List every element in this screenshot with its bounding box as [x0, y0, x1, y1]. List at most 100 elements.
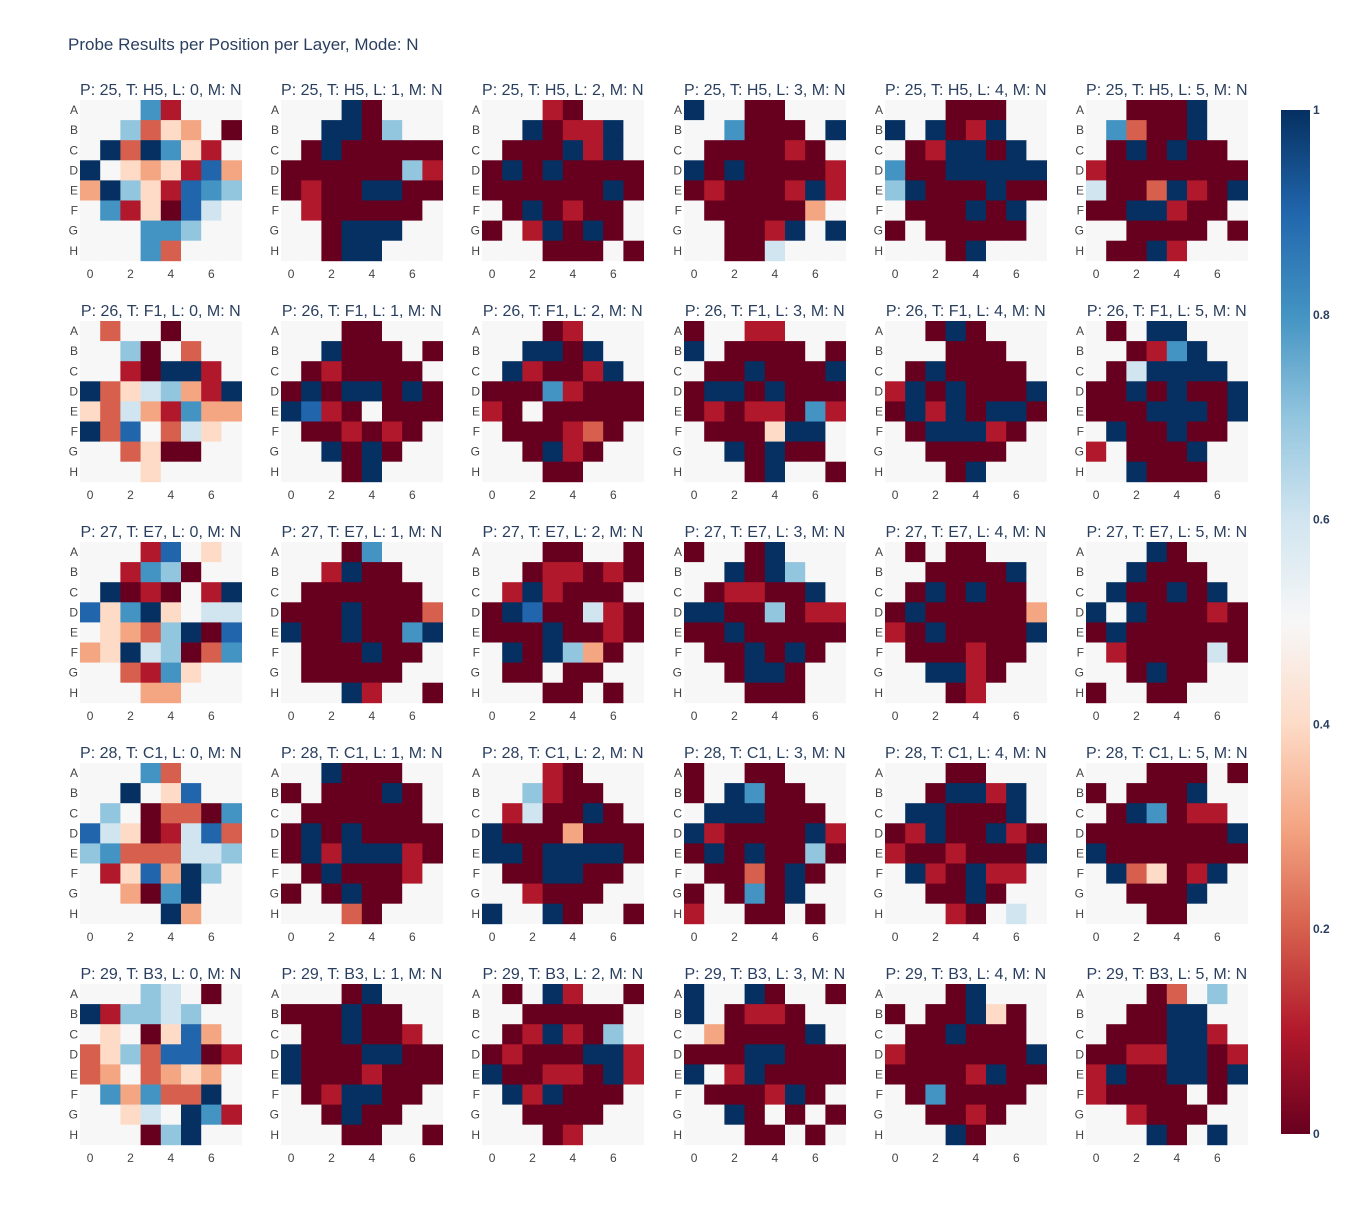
- heatmap-cell: [321, 1064, 342, 1085]
- heatmap-cell: [945, 984, 967, 1005]
- heatmap-cell: [160, 642, 182, 663]
- heatmap-cell: [542, 321, 564, 342]
- heatmap-cell: [1207, 1104, 1228, 1126]
- heatmap-cell: [321, 401, 342, 422]
- heatmap-cell: [1026, 1024, 1047, 1045]
- heatmap-cell: [905, 642, 926, 663]
- heatmap-cell: [422, 602, 443, 623]
- heatmap-cell: [965, 542, 987, 563]
- heatmap-cell: [986, 682, 1007, 704]
- heatmap-cell: [80, 682, 101, 704]
- heatmap-cell: [1106, 883, 1127, 905]
- heatmap-cell: [502, 140, 523, 161]
- heatmap-cell: [825, 341, 846, 362]
- heatmap-cell: [623, 1004, 644, 1025]
- y-tick-label: G: [874, 666, 883, 680]
- heatmap-cell: [301, 220, 322, 242]
- y-tick-label: F: [675, 646, 682, 660]
- x-tick-label: 0: [87, 267, 94, 281]
- heatmap-cell: [583, 441, 604, 463]
- y-tick-label: D: [69, 384, 78, 398]
- heatmap-cell: [482, 803, 503, 824]
- heatmap-cell: [341, 582, 363, 603]
- heatmap-cell: [724, 381, 745, 402]
- heatmap-cell: [160, 883, 182, 905]
- heatmap-cell: [1146, 903, 1168, 925]
- heatmap-cell: [1086, 321, 1107, 342]
- y-tick-label: A: [472, 324, 480, 338]
- heatmap-cell: [583, 1124, 604, 1146]
- heatmap-cell: [542, 542, 564, 563]
- heatmap-cell: [704, 763, 725, 784]
- heatmap-cell: [382, 321, 403, 342]
- heatmap-cell: [542, 803, 564, 824]
- heatmap-cell: [1166, 903, 1188, 925]
- heatmap-cell: [945, 341, 967, 362]
- heatmap-cell: [1026, 321, 1047, 342]
- heatmap-cell: [905, 1044, 926, 1065]
- heatmap-cell: [1126, 823, 1147, 844]
- heatmap-cell: [1227, 461, 1248, 483]
- heatmap-cell: [502, 240, 523, 262]
- heatmap-cell: [885, 180, 906, 201]
- heatmap-cell: [1106, 1104, 1127, 1126]
- heatmap-cell: [201, 1044, 222, 1065]
- heatmap-cell: [1146, 783, 1168, 804]
- heatmap-cell: [785, 1084, 806, 1105]
- heatmap-cell: [945, 843, 967, 864]
- heatmap-cell: [684, 662, 705, 684]
- heatmap-cell: [945, 401, 967, 422]
- heatmap-cell: [341, 622, 363, 643]
- heatmap-cell: [542, 883, 564, 905]
- heatmap-cell: [140, 622, 162, 643]
- x-tick-label: 0: [892, 267, 899, 281]
- y-tick-label: F: [272, 867, 279, 881]
- heatmap-cell: [542, 401, 564, 422]
- heatmap-cell: [361, 441, 383, 463]
- heatmap-cell: [1106, 783, 1127, 804]
- heatmap-cell: [382, 200, 403, 221]
- heatmap-cell: [120, 582, 141, 603]
- x-tick-label: 0: [87, 1151, 94, 1165]
- heatmap-cell: [1227, 542, 1248, 563]
- heatmap-cell: [1227, 602, 1248, 623]
- panel-title: P: 26, T: F1, L: 0, M: N: [81, 303, 241, 320]
- heatmap-cell: [885, 381, 906, 402]
- y-tick-label: A: [875, 987, 883, 1001]
- heatmap-cell: [140, 200, 162, 221]
- heatmap-cell: [120, 100, 141, 121]
- heatmap-cell: [221, 1044, 242, 1065]
- y-tick-label: B: [472, 565, 480, 579]
- heatmap-cell: [623, 642, 644, 663]
- heatmap-cell: [965, 562, 987, 583]
- heatmap-cell: [562, 763, 584, 784]
- heatmap-cell: [1086, 120, 1107, 141]
- heatmap-cell: [542, 823, 564, 844]
- heatmap-cell: [785, 562, 806, 583]
- heatmap-cell: [100, 1104, 121, 1126]
- heatmap-cell: [1166, 1024, 1188, 1045]
- heatmap-cell: [986, 120, 1007, 141]
- x-tick-label: 4: [168, 267, 175, 281]
- heatmap-cell: [522, 120, 543, 141]
- heatmap-cell: [603, 602, 624, 623]
- heatmap-cell: [885, 361, 906, 382]
- heatmap-cell: [1006, 1124, 1027, 1146]
- heatmap-cell: [402, 903, 423, 925]
- heatmap-cell: [1106, 763, 1127, 784]
- heatmap-cell: [321, 1044, 342, 1065]
- heatmap-cell: [402, 240, 423, 262]
- y-tick-label: B: [70, 344, 78, 358]
- heatmap-cell: [1227, 984, 1248, 1005]
- heatmap-cell: [522, 461, 543, 483]
- heatmap-cell: [542, 240, 564, 262]
- heatmap-cell: [785, 361, 806, 382]
- y-tick-label: B: [674, 123, 682, 137]
- heatmap-cell: [542, 602, 564, 623]
- heatmap-cell: [542, 100, 564, 121]
- heatmap-cell: [221, 381, 242, 402]
- heatmap-cell: [905, 1004, 926, 1025]
- heatmap-cell: [684, 863, 705, 884]
- heatmap-cell: [1006, 562, 1027, 583]
